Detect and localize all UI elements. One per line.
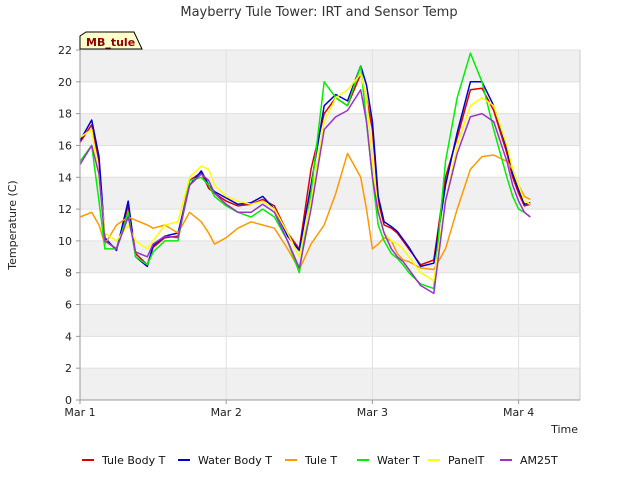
legend-label-tule-body-t: Tule Body T bbox=[101, 454, 166, 467]
grid-lines bbox=[79, 49, 580, 401]
y-tick-label: 10 bbox=[58, 235, 72, 248]
plot-band bbox=[80, 368, 580, 400]
series-line-water-body-t bbox=[79, 65, 531, 268]
x-tick-label: Mar 1 bbox=[64, 406, 95, 419]
y-tick-label: 16 bbox=[58, 139, 72, 152]
legend-label-am25t: AM25T bbox=[520, 454, 558, 467]
chart-title: Mayberry Tule Tower: IRT and Sensor Temp bbox=[180, 5, 457, 20]
plot-band bbox=[80, 240, 580, 273]
legend-label-panelt: PanelT bbox=[448, 454, 485, 467]
series-line-tule-t bbox=[79, 152, 531, 271]
legend-label-water-t: Water T bbox=[377, 454, 420, 467]
y-axis-title: Temperature (C) bbox=[6, 180, 19, 270]
series-line-water-t bbox=[79, 52, 531, 290]
series-line-am25t bbox=[79, 89, 531, 295]
legend-label-water-body-t: Water Body T bbox=[198, 454, 272, 467]
legend-label-tule-t: Tule T bbox=[304, 454, 337, 467]
y-tick-label: 0 bbox=[65, 394, 72, 407]
y-axis-ticks: 0 2 4 6 8 10 12 14 16 18 20 22 bbox=[58, 44, 80, 407]
site-tag-label: MB_tule bbox=[86, 36, 135, 49]
x-axis-ticks: Mar 1 Mar 2 Mar 3 Mar 4 bbox=[64, 400, 534, 419]
legend: Tule Body T Water Body T Tule T Water T Pane… bbox=[82, 454, 558, 467]
y-tick-label: 8 bbox=[65, 267, 72, 280]
series-lines bbox=[79, 52, 531, 295]
y-tick-label: 12 bbox=[58, 203, 72, 216]
y-tick-label: 18 bbox=[58, 108, 72, 121]
y-tick-label: 4 bbox=[65, 330, 72, 343]
y-tick-label: 22 bbox=[58, 44, 72, 57]
y-tick-label: 20 bbox=[58, 76, 72, 89]
axes bbox=[79, 50, 580, 401]
y-tick-label: 14 bbox=[58, 171, 72, 184]
site-tag: MB_tule bbox=[79, 31, 143, 50]
plot-background-bands bbox=[80, 50, 580, 400]
plot-band bbox=[80, 50, 580, 82]
y-tick-label: 2 bbox=[65, 362, 72, 375]
x-tick-label: Mar 3 bbox=[357, 406, 388, 419]
plot-band bbox=[80, 177, 580, 210]
x-tick-label: Mar 2 bbox=[211, 406, 242, 419]
x-tick-label: Mar 4 bbox=[503, 406, 534, 419]
plot-band bbox=[80, 304, 580, 337]
y-tick-label: 6 bbox=[65, 299, 72, 312]
x-axis-title: Time bbox=[550, 423, 578, 436]
series-line-panelt bbox=[79, 73, 531, 282]
plot-area bbox=[79, 49, 581, 401]
